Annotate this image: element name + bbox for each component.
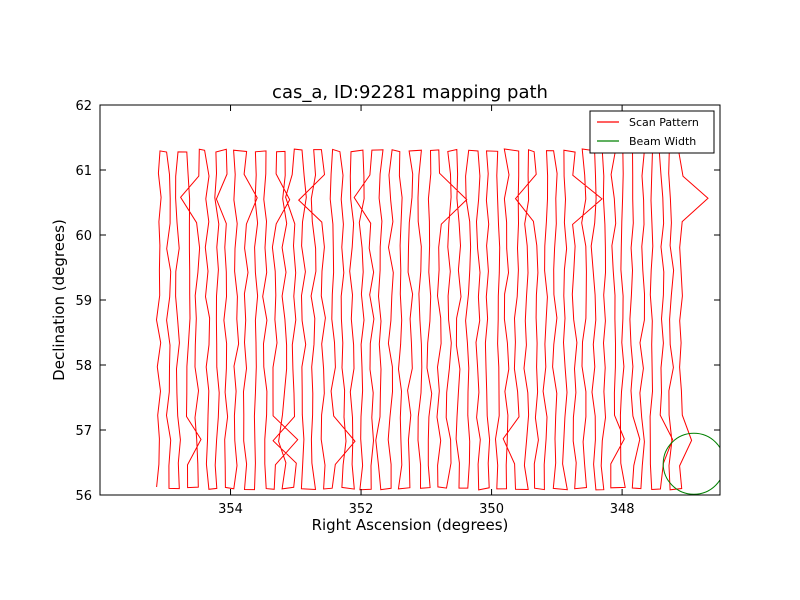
beam-width-circle (662, 432, 720, 495)
x-tick-label: 350 (479, 502, 504, 517)
series-layer (155, 148, 720, 495)
chart-title: cas_a, ID:92281 mapping path (272, 82, 548, 103)
x-tick-label: 354 (218, 502, 243, 517)
y-tick-label: 57 (75, 424, 92, 439)
y-axis-label: Declination (degrees) (50, 219, 68, 381)
x-axis: 354 352 350 348 (218, 105, 635, 517)
x-tick-label: 348 (610, 502, 635, 517)
scan-pattern-line (155, 148, 709, 491)
legend-label-scan-pattern: Scan Pattern (629, 116, 699, 129)
legend: Scan Pattern Beam Width (589, 110, 715, 154)
plot-area (100, 105, 720, 495)
legend-box (589, 110, 715, 154)
x-axis-label: Right Ascension (degrees) (312, 516, 509, 534)
y-tick-label: 56 (75, 489, 92, 504)
legend-label-beam-width: Beam Width (629, 135, 696, 148)
x-tick-label: 352 (349, 502, 374, 517)
y-tick-label: 62 (75, 99, 92, 114)
y-tick-label: 60 (75, 229, 92, 244)
y-tick-label: 58 (75, 359, 92, 374)
y-tick-label: 59 (75, 294, 92, 309)
y-axis: 56 57 58 59 60 61 62 (75, 99, 720, 504)
y-tick-label: 61 (75, 164, 92, 179)
